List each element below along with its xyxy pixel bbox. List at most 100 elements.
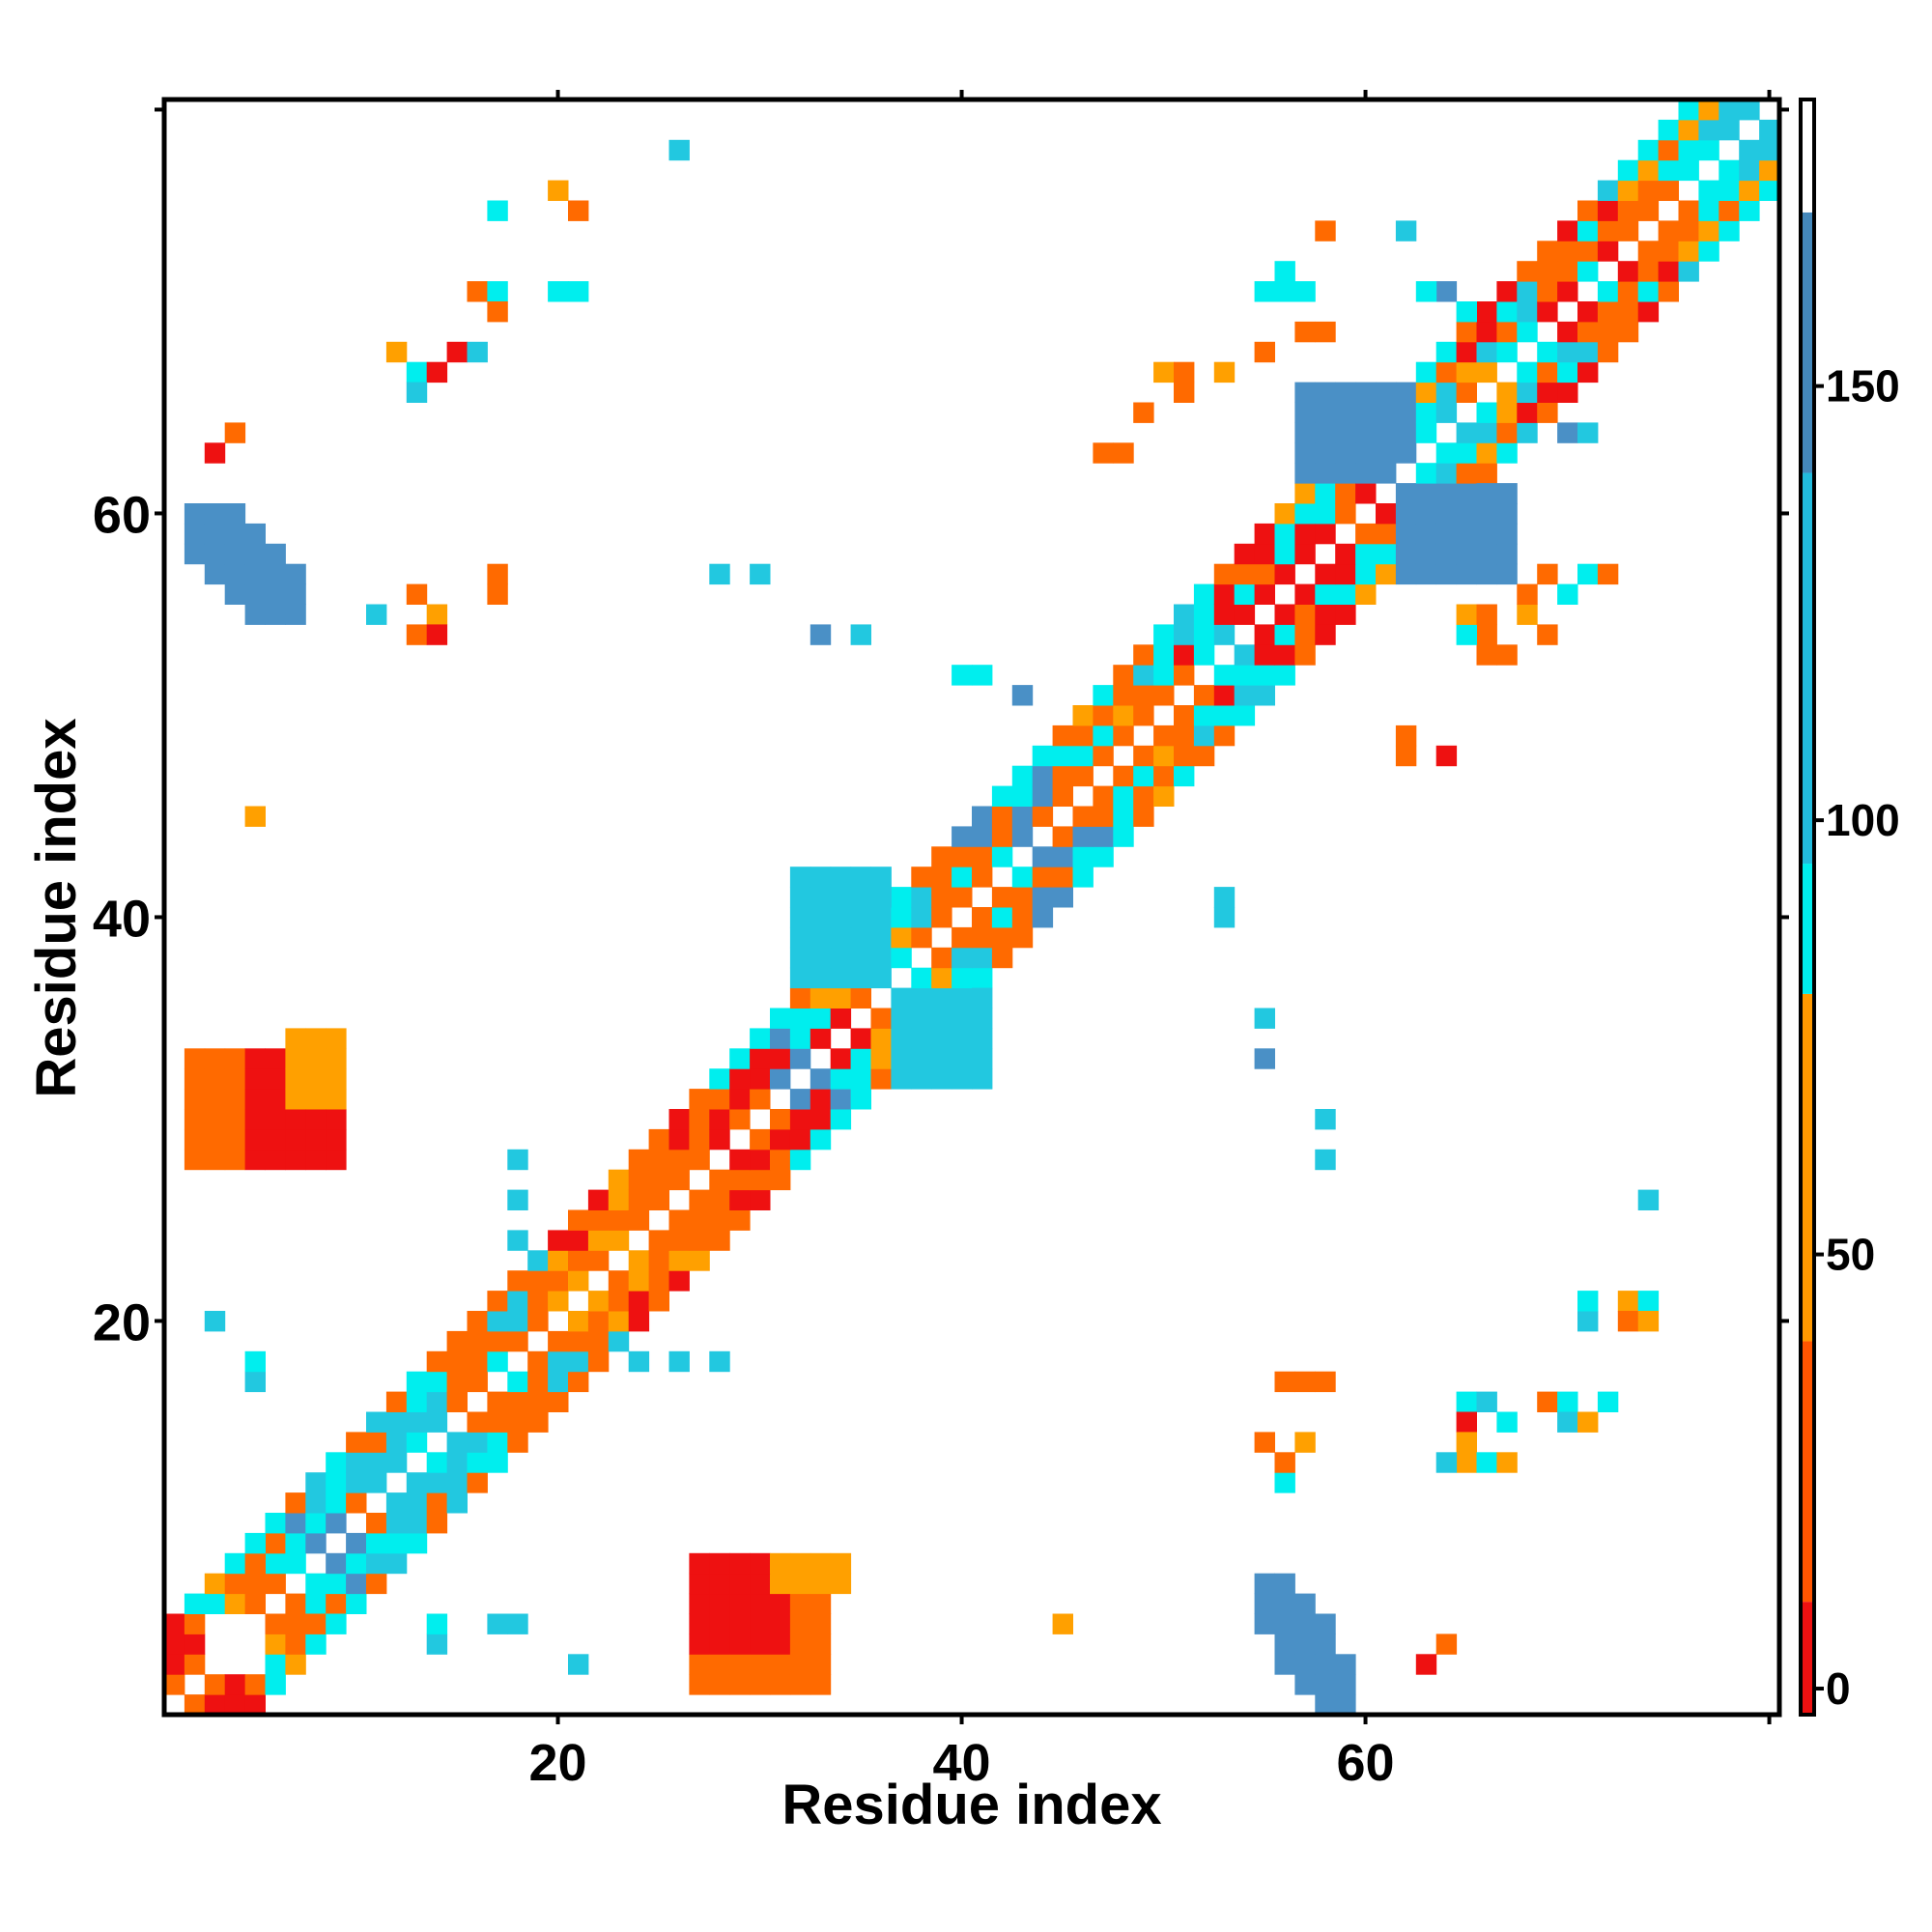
heatmap-cell bbox=[1274, 523, 1295, 545]
heatmap-cell bbox=[1658, 220, 1679, 242]
heatmap-cell bbox=[1113, 442, 1134, 464]
heatmap-cell bbox=[628, 1291, 650, 1312]
heatmap-cell bbox=[1415, 1654, 1437, 1675]
heatmap-cell bbox=[1597, 281, 1619, 302]
heatmap-cell bbox=[789, 987, 811, 1009]
heatmap-cell bbox=[1476, 1391, 1497, 1412]
heatmap-cell bbox=[1517, 281, 1538, 302]
heatmap-cell bbox=[285, 1109, 306, 1130]
heatmap-cell bbox=[1153, 745, 1175, 767]
heatmap-cell bbox=[1234, 583, 1256, 605]
heatmap-cell bbox=[1254, 583, 1275, 605]
heatmap-cell bbox=[1759, 139, 1780, 161]
y-axis-title: Residue index bbox=[25, 718, 88, 1097]
heatmap-cell bbox=[1496, 483, 1518, 504]
heatmap-cell bbox=[931, 987, 952, 1009]
heatmap-cell bbox=[467, 1452, 488, 1473]
heatmap-cell bbox=[1456, 1432, 1477, 1453]
heatmap-cell bbox=[406, 624, 428, 645]
heatmap-cell bbox=[1011, 867, 1034, 888]
heatmap-cell bbox=[689, 1089, 710, 1110]
heatmap-cell bbox=[1193, 624, 1215, 645]
heatmap-cell bbox=[991, 846, 1013, 867]
heatmap-cell bbox=[406, 1432, 428, 1453]
heatmap-cell bbox=[265, 1613, 286, 1634]
heatmap-cell bbox=[184, 1128, 206, 1151]
heatmap-cell bbox=[326, 1593, 347, 1614]
heatmap-cell bbox=[1213, 665, 1236, 686]
heatmap-cell bbox=[1274, 1573, 1295, 1595]
heatmap-cell bbox=[527, 1350, 549, 1373]
heatmap-cell bbox=[265, 1048, 286, 1069]
heatmap-cell bbox=[628, 1350, 650, 1373]
heatmap-cell bbox=[1113, 705, 1134, 726]
heatmap-cell bbox=[1093, 846, 1114, 867]
heatmap-cell bbox=[1294, 543, 1316, 565]
heatmap-cell bbox=[446, 1330, 468, 1352]
heatmap-cell bbox=[366, 1532, 387, 1554]
heatmap-cell bbox=[1294, 382, 1316, 403]
heatmap-cell bbox=[1617, 1311, 1639, 1332]
heatmap-cell bbox=[1577, 1411, 1599, 1433]
heatmap-cell bbox=[689, 1109, 710, 1130]
heatmap-cell bbox=[305, 1472, 327, 1493]
heatmap-cell bbox=[1193, 604, 1215, 625]
heatmap-cell bbox=[770, 1068, 791, 1090]
heatmap-cell bbox=[1355, 563, 1377, 585]
heatmap-cell bbox=[750, 1552, 771, 1575]
heatmap-cell bbox=[204, 523, 226, 545]
heatmap-cell bbox=[224, 1048, 246, 1069]
heatmap-cell bbox=[1456, 463, 1477, 484]
heatmap-cell bbox=[1476, 644, 1497, 666]
heatmap-cell bbox=[265, 563, 286, 585]
heatmap-cell bbox=[204, 442, 226, 464]
heatmap-cell bbox=[850, 1048, 871, 1069]
heatmap-cell bbox=[305, 1109, 327, 1130]
heatmap-cell bbox=[1355, 382, 1377, 403]
heatmap-cell bbox=[1617, 261, 1639, 282]
heatmap-cell bbox=[1678, 159, 1699, 182]
x-tick-label: 20 bbox=[529, 1734, 587, 1792]
heatmap-cell bbox=[1456, 604, 1477, 625]
heatmap-cell bbox=[1315, 1613, 1336, 1634]
heatmap-cell bbox=[385, 1532, 408, 1554]
heatmap-cell bbox=[1496, 503, 1518, 525]
heatmap-cell bbox=[1174, 705, 1195, 726]
heatmap-cell bbox=[850, 967, 871, 989]
heatmap-cell bbox=[1415, 543, 1437, 565]
heatmap-cell bbox=[1739, 200, 1760, 221]
heatmap-cell bbox=[1072, 765, 1094, 787]
heatmap-cell bbox=[1476, 422, 1497, 443]
heatmap-cell bbox=[729, 1634, 751, 1655]
heatmap-cell bbox=[1335, 1694, 1356, 1716]
heatmap-cell bbox=[750, 1089, 771, 1110]
heatmap-cell bbox=[1719, 159, 1740, 182]
heatmap-cells bbox=[164, 99, 1780, 1716]
heatmap-cell bbox=[810, 887, 832, 908]
heatmap-cell bbox=[709, 1169, 730, 1191]
heatmap-cell bbox=[244, 1371, 266, 1393]
heatmap-cell bbox=[911, 987, 932, 1009]
heatmap-cell bbox=[1072, 705, 1094, 726]
heatmap-cell bbox=[346, 1432, 367, 1453]
heatmap-cell bbox=[1315, 382, 1336, 403]
heatmap-cell bbox=[1133, 745, 1154, 767]
heatmap-cell bbox=[1435, 341, 1458, 363]
heatmap-cell bbox=[1072, 806, 1094, 827]
heatmap-cell bbox=[568, 200, 589, 221]
heatmap-cell bbox=[709, 1230, 730, 1251]
heatmap-cell bbox=[689, 1128, 710, 1151]
heatmap-cell bbox=[164, 1634, 185, 1655]
heatmap-cell bbox=[1658, 180, 1679, 201]
heatmap-cell bbox=[1537, 281, 1558, 302]
heatmap-cell bbox=[406, 361, 428, 384]
heatmap-cell bbox=[305, 1613, 327, 1634]
heatmap-cell bbox=[1274, 543, 1295, 565]
heatmap-cell bbox=[709, 1634, 730, 1655]
heatmap-cell bbox=[1557, 220, 1578, 242]
heatmap-cell bbox=[224, 1573, 246, 1595]
heatmap-cell bbox=[1032, 765, 1054, 787]
colorbar-band bbox=[1801, 1341, 1814, 1603]
heatmap-cell bbox=[810, 1552, 832, 1575]
heatmap-cell bbox=[870, 907, 892, 928]
